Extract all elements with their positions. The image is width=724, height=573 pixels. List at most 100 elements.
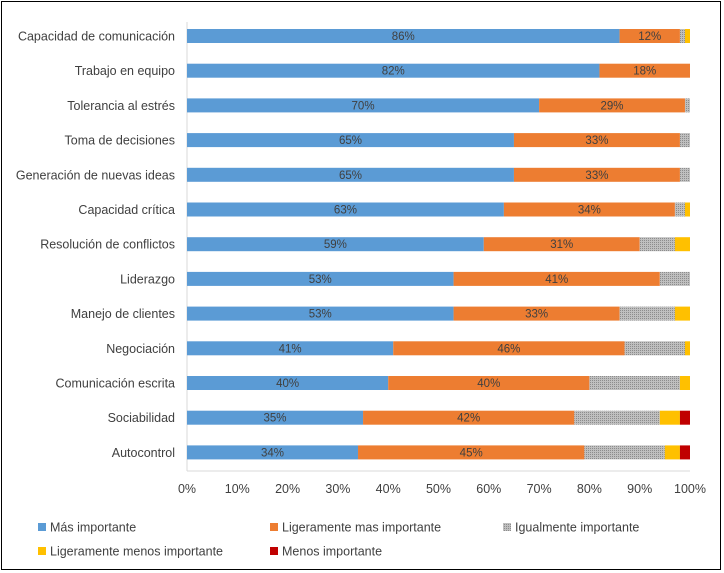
bar-segment-ligeramente-mas-importante xyxy=(453,306,620,321)
bar-segment-ligeramente-menos-importante xyxy=(679,376,690,390)
category-label-manejo-de-clientes: Manejo de clientes xyxy=(71,307,175,321)
bar-segment-igualmente-importante xyxy=(584,445,665,460)
x-tick-label: 90% xyxy=(627,482,652,496)
bar-segment-mas-importante xyxy=(187,98,540,113)
bar-segment-mas-importante xyxy=(187,445,359,460)
bar-segment-igualmente-importante xyxy=(679,133,690,148)
bar-segment-ligeramente-menos-importante xyxy=(684,341,690,356)
bar-segment-mas-importante xyxy=(187,341,394,356)
bar-segment-ligeramente-menos-importante xyxy=(674,237,690,252)
bar-segment-igualmente-importante xyxy=(679,29,685,43)
bar-segment-ligeramente-menos-importante xyxy=(659,410,680,425)
data-label: 53% xyxy=(309,309,332,321)
x-tick-label: 80% xyxy=(577,482,602,496)
bar-segment-ligeramente-mas-importante xyxy=(363,410,575,425)
bar-segment-mas-importante xyxy=(187,410,364,425)
bar-segment-mas-importante xyxy=(187,133,514,148)
bar-segment-mas-importante xyxy=(187,167,514,182)
data-label: 86% xyxy=(392,31,415,43)
category-label-comunicacion-escrita: Comunicación escrita xyxy=(56,377,176,391)
bar-segment-ligeramente-mas-importante xyxy=(453,271,660,286)
x-tick-label: 30% xyxy=(325,482,350,496)
category-label-autocontrol: Autocontrol xyxy=(112,446,175,460)
legend-swatch-mas-importante xyxy=(38,523,46,531)
category-label-trabajo-en-equipo: Trabajo en equipo xyxy=(75,64,175,78)
data-label: 42% xyxy=(457,413,480,425)
data-label: 31% xyxy=(550,239,573,251)
x-tick-label: 40% xyxy=(376,482,401,496)
data-label: 29% xyxy=(601,100,624,112)
bar-segment-ligeramente-mas-importante xyxy=(539,98,685,113)
bar-segment-igualmente-importante xyxy=(679,167,690,182)
data-label: 34% xyxy=(578,205,601,217)
x-tick-label: 60% xyxy=(476,482,501,496)
data-label: 33% xyxy=(585,170,608,182)
legend-label-igualmente-importante: Igualmente importante xyxy=(515,521,639,535)
category-label-tolerancia-al-estres: Tolerancia al estrés xyxy=(67,99,175,113)
bar-segment-menos-importante xyxy=(679,410,690,425)
legend-label-ligeramente-mas-importante: Ligeramente mas importante xyxy=(282,521,441,535)
bar-segment-igualmente-importante xyxy=(659,271,690,286)
data-label: 12% xyxy=(638,31,661,43)
bar-segment-mas-importante xyxy=(187,202,504,217)
category-label-capacidad-critica: Capacidad crítica xyxy=(78,203,175,217)
bar-segment-menos-importante xyxy=(679,445,690,460)
data-label: 41% xyxy=(545,274,568,286)
data-label: 65% xyxy=(339,135,362,147)
x-tick-label: 50% xyxy=(426,482,451,496)
category-label-negociacion: Negociación xyxy=(106,342,175,356)
data-label: 45% xyxy=(460,447,483,459)
legend-label-menos-importante: Menos importante xyxy=(282,545,382,559)
category-label-liderazgo: Liderazgo xyxy=(120,272,175,286)
x-tick-label: 70% xyxy=(527,482,552,496)
category-label-toma-de-decisiones: Toma de decisiones xyxy=(65,134,175,148)
category-label-sociabilidad: Sociabilidad xyxy=(108,411,175,425)
bar-segment-mas-importante xyxy=(187,306,454,321)
data-label: 40% xyxy=(276,378,299,390)
legend-swatch-igualmente-importante xyxy=(503,523,511,531)
bar-segment-igualmente-importante xyxy=(639,237,675,252)
x-tick-label: 100% xyxy=(674,482,706,496)
data-label: 70% xyxy=(352,100,375,112)
data-label: 59% xyxy=(324,239,347,251)
data-label: 41% xyxy=(279,343,302,355)
data-label: 33% xyxy=(525,309,548,321)
x-tick-label: 0% xyxy=(178,482,196,496)
legend-label-mas-importante: Más importante xyxy=(50,521,136,535)
category-label-resolucion-de-conflictos: Resolución de conflictos xyxy=(40,238,175,252)
bar-segment-igualmente-importante xyxy=(619,306,675,321)
data-label: 65% xyxy=(339,170,362,182)
bar-segment-ligeramente-mas-importante xyxy=(599,63,690,78)
data-label: 53% xyxy=(309,274,332,286)
data-label: 40% xyxy=(477,378,500,390)
data-label: 82% xyxy=(382,66,405,78)
data-label: 46% xyxy=(497,343,520,355)
bar-segment-ligeramente-mas-importante xyxy=(619,29,680,43)
bar-segment-mas-importante xyxy=(187,271,454,286)
data-label: 33% xyxy=(585,135,608,147)
bar-segment-igualmente-importante xyxy=(674,202,685,217)
category-label-generacion-de-nuevas-ideas: Generación de nuevas ideas xyxy=(16,168,175,182)
bar-segment-igualmente-importante xyxy=(684,98,690,113)
plot-area: 0% 10% 20% 30% 40% 50% 60% 70% 80% 90% 100% Capacid… xyxy=(16,22,706,496)
bar-segment-mas-importante xyxy=(187,63,600,78)
bar-segment-ligeramente-mas-importante xyxy=(513,167,680,182)
data-label: 34% xyxy=(261,447,284,459)
bar-segment-ligeramente-mas-importante xyxy=(483,237,640,252)
category-label-capacidad-de-comunicacion: Capacidad de comunicación xyxy=(18,30,175,44)
x-tick-label: 10% xyxy=(225,482,250,496)
bar-segment-igualmente-importante xyxy=(574,410,660,425)
legend-swatch-ligeramente-mas-importante xyxy=(270,523,278,531)
bar-segment-ligeramente-menos-importante xyxy=(674,306,690,321)
legend: Más importante Ligeramente mas importante… xyxy=(38,521,639,559)
legend-label-ligeramente-menos-importante: Ligeramente menos importante xyxy=(50,545,223,559)
data-label: 63% xyxy=(334,205,357,217)
bar-segment-ligeramente-mas-importante xyxy=(358,445,585,460)
bar-segment-ligeramente-mas-importante xyxy=(513,133,680,148)
bar-segment-ligeramente-mas-importante xyxy=(393,341,625,356)
data-label: 18% xyxy=(633,66,656,78)
bar-segment-mas-importante xyxy=(187,237,484,252)
bar-segment-mas-importante xyxy=(187,29,620,43)
bar-segment-igualmente-importante xyxy=(624,341,685,356)
